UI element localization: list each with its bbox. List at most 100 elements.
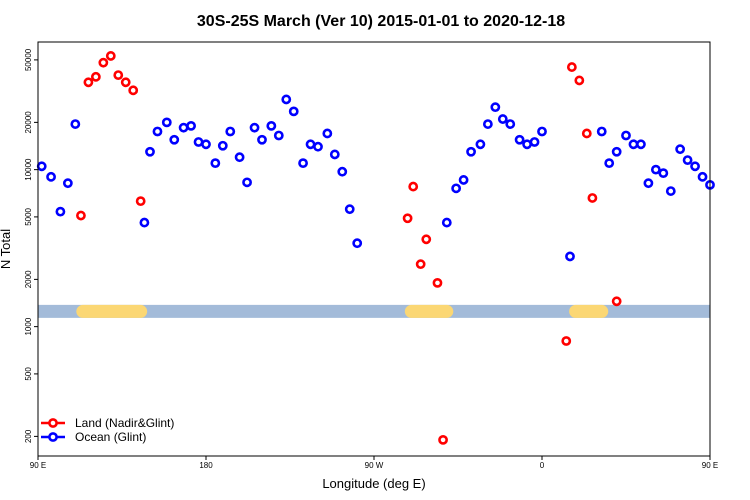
x-axis: 90 E 180 90 W 0 90 E (30, 456, 718, 470)
y-tick-label: 20000 (24, 111, 33, 134)
series-land (76, 51, 622, 445)
legend: Land (Nadir&Glint)Ocean (Glint) (41, 416, 174, 444)
data-point (438, 434, 448, 445)
data-point (408, 181, 419, 192)
data-point (76, 210, 86, 221)
data-point (113, 70, 124, 81)
data-point (161, 117, 172, 128)
data-point (537, 126, 547, 137)
data-point (313, 141, 323, 152)
y-tick-label: 50000 (24, 48, 33, 71)
data-point (266, 120, 277, 131)
data-point (273, 130, 284, 141)
data-point (83, 77, 94, 88)
data-point (402, 213, 413, 224)
data-point (566, 62, 577, 72)
x-tick-label: 90 E (702, 461, 718, 470)
legend-label: Ocean (Glint) (75, 430, 146, 444)
data-point (675, 144, 686, 155)
legend-item-1: Ocean (Glint) (41, 430, 146, 444)
data-point (458, 175, 469, 185)
data-point (561, 336, 572, 346)
data-point (352, 238, 363, 249)
data-point (421, 234, 432, 245)
data-point (305, 139, 316, 150)
data-point (682, 155, 693, 166)
data-point (281, 94, 292, 105)
data-point (210, 158, 221, 169)
data-point (298, 158, 308, 169)
data-point (145, 146, 155, 157)
data-point (120, 77, 131, 88)
data-point (169, 134, 180, 145)
data-point (522, 139, 532, 150)
y-tick-label: 2000 (24, 270, 33, 288)
data-point (587, 193, 598, 203)
data-point (234, 152, 245, 163)
legend-marker (48, 418, 58, 428)
plot-frame (37, 41, 711, 457)
data-point (217, 140, 228, 151)
data-point (565, 251, 575, 262)
y-tick-label: 5000 (24, 207, 33, 225)
legend-item-0: Land (Nadir&Glint) (41, 416, 174, 430)
data-point (636, 139, 646, 150)
y-tick-label: 200 (24, 429, 33, 443)
data-point (337, 166, 348, 177)
data-point (611, 146, 622, 157)
chart-title: 30S-25S March (Ver 10) 2015-01-01 to 202… (197, 13, 565, 30)
y-tick-label: 10000 (24, 158, 33, 181)
data-point (178, 122, 189, 133)
data-point (344, 204, 355, 215)
data-point (139, 217, 150, 228)
x-tick-label: 90 W (365, 461, 384, 470)
data-point (574, 75, 585, 86)
data-point (193, 137, 204, 147)
data-point (650, 164, 661, 175)
series-ocean (36, 94, 715, 262)
data-point (697, 171, 708, 182)
data-point (98, 57, 109, 68)
data-point (596, 126, 607, 137)
data-points (36, 51, 715, 445)
data-point (665, 186, 676, 196)
data-point (441, 217, 452, 228)
data-point (604, 158, 615, 169)
data-point (62, 178, 73, 189)
data-point (186, 120, 196, 131)
data-point (128, 85, 139, 96)
data-point (497, 114, 508, 124)
data-point (70, 119, 81, 129)
y-tick-label: 500 (24, 367, 33, 381)
data-point (529, 137, 540, 147)
data-point (475, 139, 486, 150)
data-point (490, 102, 501, 113)
x-axis-label: Longitude (deg E) (322, 476, 425, 491)
data-point (288, 106, 299, 117)
data-point (225, 126, 236, 137)
data-point (249, 122, 260, 133)
data-point (415, 259, 426, 270)
x-tick-label: 180 (199, 461, 213, 470)
y-axis: 200 500 1000 2000 5000 10000 20000 50000 (24, 48, 38, 443)
legend-label: Land (Nadir&Glint) (75, 416, 174, 430)
data-point (482, 119, 493, 129)
data-point (611, 296, 622, 307)
data-point (690, 161, 700, 172)
x-tick-label: 90 E (30, 461, 46, 470)
y-tick-label: 1000 (24, 317, 33, 335)
data-point (621, 130, 631, 141)
data-point (36, 161, 47, 172)
data-point (581, 128, 592, 139)
data-point (152, 126, 163, 137)
x-tick-label: 0 (540, 461, 545, 470)
data-point (628, 139, 639, 150)
data-point (257, 134, 267, 145)
data-point (46, 171, 56, 182)
data-point (322, 128, 333, 139)
legend-marker (48, 432, 58, 442)
data-point (643, 178, 654, 189)
data-point (505, 119, 516, 129)
data-point (242, 177, 252, 188)
